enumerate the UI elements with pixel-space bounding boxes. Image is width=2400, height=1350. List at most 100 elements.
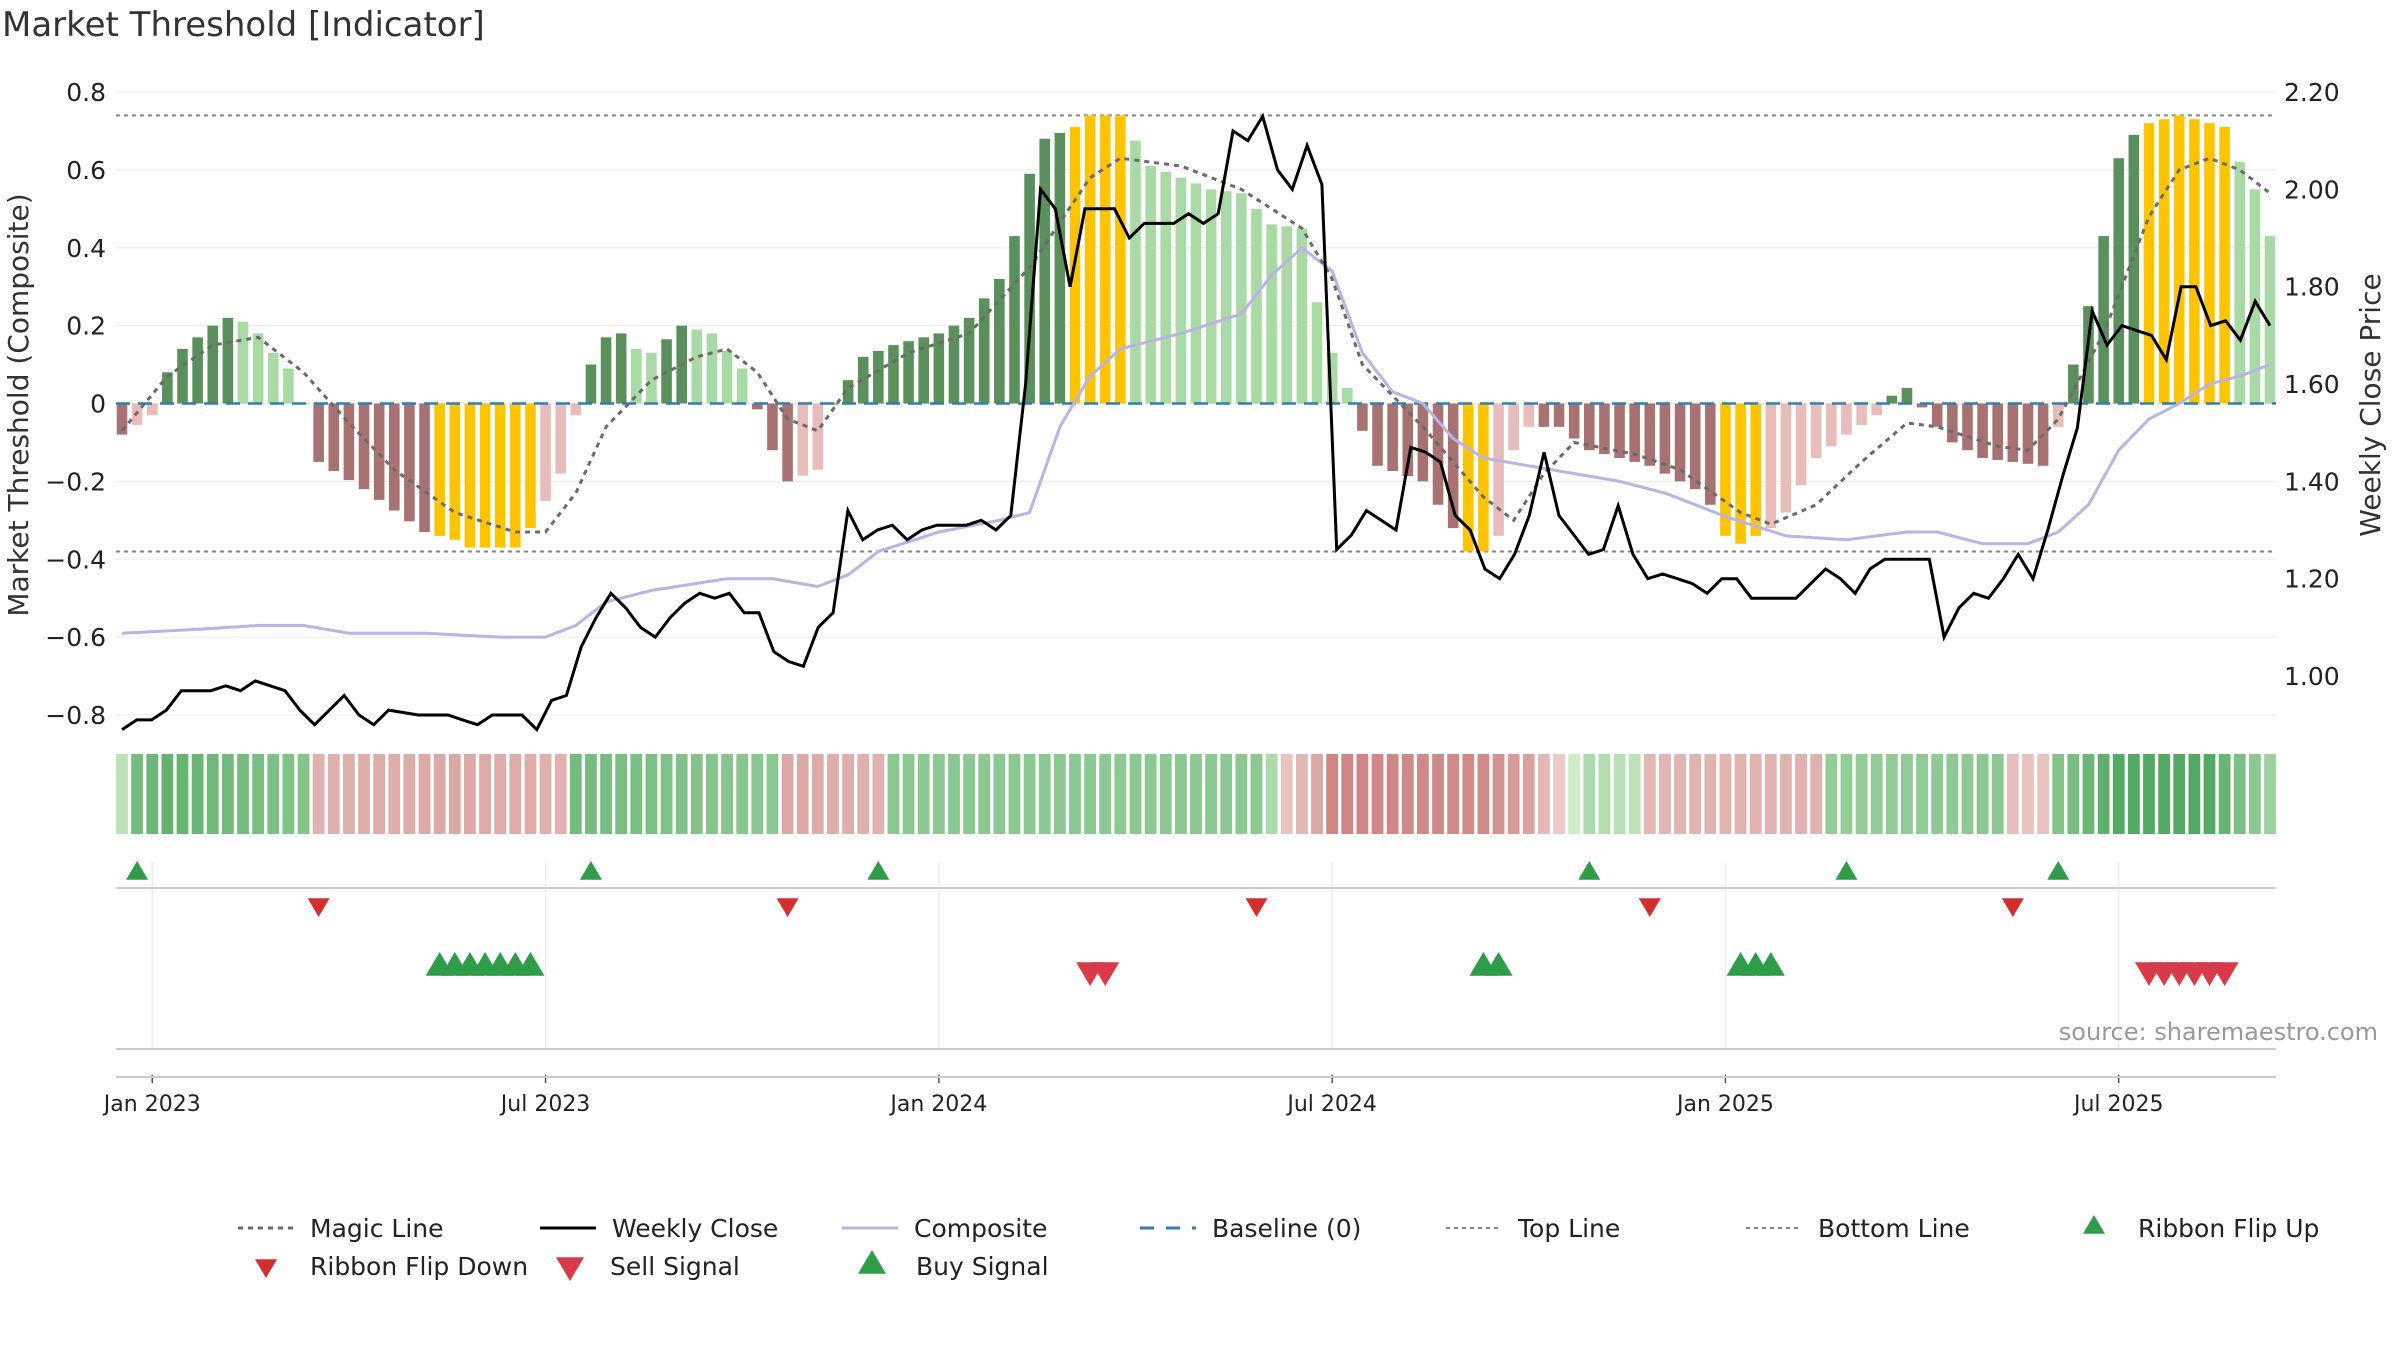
ribbon-cell — [932, 754, 945, 834]
ribbon-cell — [1053, 754, 1066, 834]
composite-bar — [2234, 162, 2246, 404]
composite-bar — [328, 403, 340, 471]
date-tick-label: Jan 2025 — [1675, 1092, 1774, 1117]
composite-bar — [1659, 403, 1671, 474]
ribbon-cell — [1386, 754, 1399, 834]
composite-bar — [903, 341, 914, 404]
ribbon-cell — [161, 754, 174, 834]
chart-title: Market Threshold [Indicator] — [2, 5, 485, 45]
ribbon-cell — [388, 754, 401, 834]
composite-bar — [1508, 403, 1519, 451]
composite-bar — [1220, 191, 1232, 404]
ribbon-cell — [343, 754, 355, 834]
composite-bar — [1916, 403, 1928, 408]
legend-label: Ribbon Flip Up — [2138, 1214, 2319, 1243]
composite-bar — [1614, 403, 1625, 459]
ribbon-cell — [1477, 754, 1490, 834]
ribbon-cell — [509, 754, 522, 834]
signal-markers — [425, 952, 2239, 986]
ribbon-cell — [1401, 754, 1414, 834]
ribbon-cell — [585, 754, 597, 834]
ribbon-cell — [2022, 754, 2034, 834]
ribbon-cell — [963, 754, 975, 834]
composite-bar — [192, 337, 203, 404]
legend-item: Ribbon Flip Down — [255, 1252, 528, 1281]
composite-bar — [2204, 123, 2215, 404]
ribbon-cell — [237, 754, 249, 834]
legend-item: Sell Signal — [556, 1252, 740, 1281]
ribbon-cell — [751, 754, 764, 834]
composite-bar — [1735, 403, 1746, 544]
ribbon-cell — [1447, 754, 1460, 834]
ribbon-cell — [464, 754, 476, 834]
composite-bar — [1568, 403, 1580, 439]
ribbon-cell — [569, 754, 582, 834]
legend-label: Weekly Close — [612, 1214, 778, 1243]
y2-tick-label: 1.40 — [2284, 467, 2340, 496]
composite-bar — [2189, 119, 2200, 404]
composite-bar — [207, 325, 219, 404]
composite-bar — [2143, 123, 2155, 404]
ribbon-cell — [1704, 754, 1717, 834]
composite-bar — [540, 403, 551, 501]
composite-bar — [146, 403, 158, 416]
ribbon-cell — [872, 754, 885, 834]
composite-bar — [767, 403, 778, 451]
composite-bar — [600, 337, 612, 404]
ribbon-cell — [1946, 754, 1959, 834]
ribbon-cell — [1583, 754, 1596, 834]
legend-item: Weekly Close — [540, 1214, 778, 1243]
ribbon-cell — [2203, 754, 2216, 834]
composite-bar — [1236, 193, 1247, 404]
composite-bar — [1901, 387, 1913, 404]
composite-bar — [1357, 403, 1368, 431]
buy-signal-marker — [1484, 952, 1513, 976]
ribbon-cell — [1976, 754, 1989, 834]
composite-bar — [1689, 403, 1701, 490]
ribbon-cell — [2233, 754, 2246, 834]
composite-bar — [1856, 403, 1867, 425]
composite-bar — [1115, 115, 1126, 404]
ribbon-cell — [1341, 754, 1354, 834]
ribbon-cell — [917, 754, 930, 834]
left-y-axis: 0.8 0.6 0.4 0.2 0 −0.2 −0.4 −0.6 −0.8 — [45, 78, 106, 730]
composite-bar — [1387, 403, 1398, 471]
ribbon-cell — [2082, 754, 2095, 834]
composite-bar — [1296, 228, 1308, 404]
composite-bar — [162, 372, 173, 404]
ribbon-cell — [1417, 754, 1429, 834]
ribbon-flip-up-marker — [126, 861, 149, 880]
composite-bar — [2022, 403, 2034, 464]
legend-label: Top Line — [1517, 1214, 1620, 1243]
ribbon-cell — [1522, 754, 1535, 834]
y2-tick-label: 1.80 — [2284, 273, 2340, 302]
ribbon-cell — [1825, 754, 1838, 834]
ribbon-cell — [1916, 754, 1928, 834]
legend-label: Sell Signal — [610, 1252, 740, 1281]
composite-bar — [1432, 403, 1444, 505]
ribbon-cell — [1023, 754, 1036, 834]
composite-bar — [479, 403, 491, 548]
series-lines — [116, 112, 2276, 733]
ribbon-cell — [252, 754, 265, 834]
legend-label: Ribbon Flip Down — [310, 1252, 528, 1281]
composite-bar — [842, 380, 854, 404]
ribbon-cell — [312, 754, 325, 834]
ribbon-cell — [978, 754, 991, 834]
legend-item: Buy Signal — [858, 1250, 1049, 1281]
composite-bar — [1402, 403, 1414, 477]
ribbon-cell — [1870, 754, 1883, 834]
ribbon-cell — [327, 754, 340, 834]
ribbon-cell — [1492, 754, 1505, 834]
ribbon-cell — [721, 754, 733, 834]
composite-bar — [267, 352, 279, 404]
date-tick-label: Jan 2024 — [888, 1092, 987, 1117]
composite-bar — [1553, 403, 1565, 427]
ribbon-cell — [494, 754, 507, 834]
ribbon-cell — [373, 754, 386, 834]
composite-bar — [434, 403, 445, 536]
ribbon-cell — [1295, 754, 1308, 834]
composite-bar — [1538, 403, 1550, 427]
composite-bar — [464, 403, 476, 548]
composite-bar — [1478, 403, 1489, 552]
